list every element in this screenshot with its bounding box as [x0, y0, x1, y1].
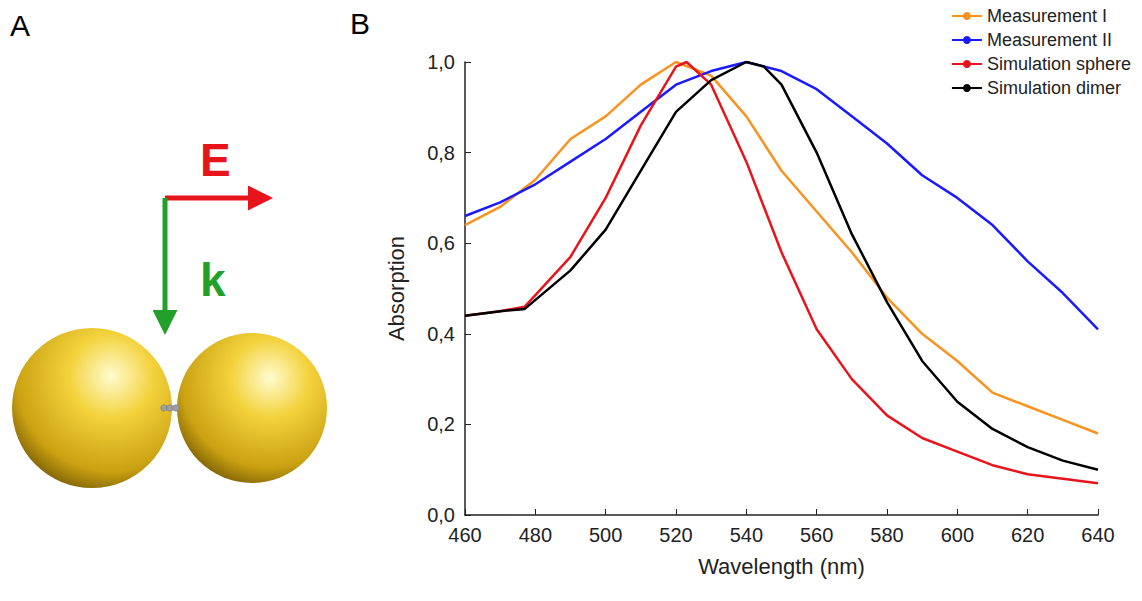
svg-text:0,6: 0,6: [427, 232, 455, 254]
svg-text:Measurement II: Measurement II: [987, 30, 1112, 50]
svg-text:500: 500: [589, 524, 622, 546]
svg-text:600: 600: [941, 524, 974, 546]
svg-text:k: k: [200, 254, 226, 306]
svg-text:0,8: 0,8: [427, 142, 455, 164]
svg-text:A: A: [10, 9, 30, 42]
svg-text:Wavelength (nm): Wavelength (nm): [698, 554, 865, 579]
svg-text:0,4: 0,4: [427, 323, 455, 345]
svg-text:580: 580: [870, 524, 903, 546]
svg-text:620: 620: [1011, 524, 1044, 546]
svg-text:Simulation dimer: Simulation dimer: [987, 78, 1121, 98]
svg-text:Absorption: Absorption: [384, 236, 409, 341]
svg-text:540: 540: [730, 524, 763, 546]
svg-text:1,0: 1,0: [427, 51, 455, 73]
svg-text:480: 480: [519, 524, 552, 546]
svg-text:0,0: 0,0: [427, 504, 455, 526]
svg-text:560: 560: [800, 524, 833, 546]
svg-text:460: 460: [448, 524, 481, 546]
svg-text:Simulation sphere: Simulation sphere: [987, 54, 1131, 74]
svg-text:Measurement I: Measurement I: [987, 6, 1107, 26]
svg-text:520: 520: [659, 524, 692, 546]
svg-text:640: 640: [1081, 524, 1114, 546]
svg-text:E: E: [200, 134, 231, 186]
svg-text:0,2: 0,2: [427, 413, 455, 435]
svg-text:B: B: [350, 7, 370, 40]
